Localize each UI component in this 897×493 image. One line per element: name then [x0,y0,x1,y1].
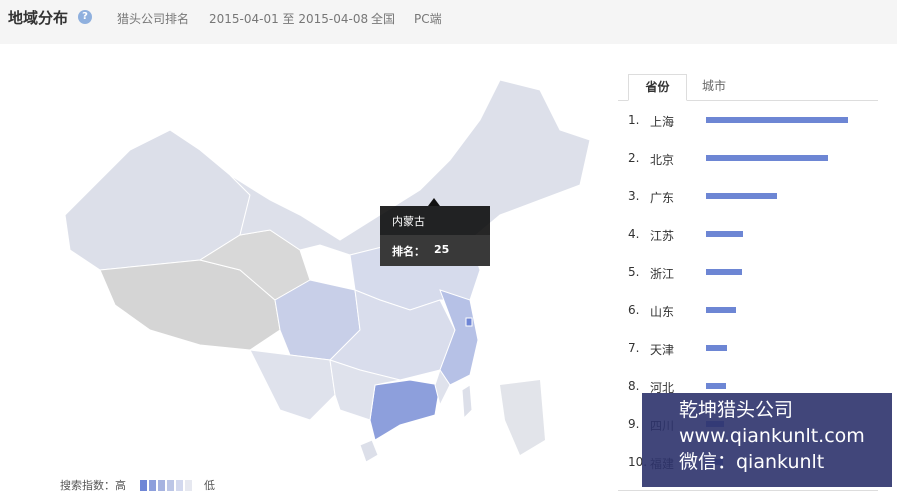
ranking-row[interactable]: 1. 上海 [628,113,888,129]
platform-selector[interactable]: PC端 [414,12,442,26]
province-name: 浙江 [650,267,675,281]
ranking-row[interactable]: 6. 山东 [628,303,888,319]
watermark-line2: www.qiankunlt.com [679,425,865,447]
rank-number: 4. [628,227,640,241]
ranking-row[interactable]: 5. 浙江 [628,265,888,281]
watermark: 乾坤猎头公司 www.qiankunlt.com 微信：qiankunlt [642,393,892,487]
watermark-line3: 微信：qiankunlt [679,451,825,473]
region-guangdong [369,379,441,441]
province-name: 广东 [650,191,675,205]
ranking-row[interactable]: 8. 河北 [628,379,888,395]
province-name: 北京 [650,153,675,167]
legend-swatch [158,479,165,491]
map-tooltip: 内蒙古 排名： 25 [380,198,490,266]
region-selector[interactable]: 全国 [371,12,396,26]
region-jiangsu-zhejiang [439,289,479,386]
province-name: 上海 [650,115,675,129]
region-taiwan [461,384,473,420]
region-guangxi-fujian [329,359,451,421]
ranking-row[interactable]: 4. 江苏 [628,227,888,243]
province-name: 江苏 [650,229,675,243]
ranking-row[interactable]: 3. 广东 [628,189,888,205]
legend-swatch [176,479,183,491]
divider [618,490,878,491]
rank-number: 8. [628,379,640,393]
ranking-bar [706,269,742,275]
legend-swatch [149,479,156,491]
rank-number: 3. [628,189,640,203]
tooltip-rank-value: 25 [434,243,450,256]
region-shanghai [465,317,473,327]
tab-city[interactable]: 城市 [702,79,727,93]
rank-number: 5. [628,265,640,279]
province-name: 天津 [650,343,675,357]
ranking-bar [706,345,727,351]
legend-low-label: 低 [204,479,215,492]
ranking-bar [706,117,848,123]
ranking-tabs: 省份 城市 [618,74,878,101]
tooltip-province: 内蒙古 [392,215,425,228]
legend-high-label: 搜索指数：高 [60,479,126,492]
region-yunnan [249,349,336,421]
map-legend: 搜索指数：高 低 [60,477,215,493]
rank-number: 1. [628,113,640,127]
date-range[interactable]: 2015-04-01 至 2015-04-08 [209,12,369,26]
legend-swatch [167,479,174,491]
rank-number: 9. [628,417,640,431]
legend-swatch [140,479,147,491]
province-name: 河北 [650,381,675,395]
legend-swatches [140,479,192,491]
tooltip-rank-label: 排名： [392,245,425,258]
watermark-line1: 乾坤猎头公司 [679,399,794,421]
tooltip-arrow [428,198,440,206]
tab-province[interactable]: 省份 [628,74,687,101]
legend-swatch [185,479,192,491]
tooltip-rank-row: 排名： 25 [380,235,490,266]
ranking-row[interactable]: 7. 天津 [628,341,888,357]
province-name: 山东 [650,305,675,319]
ranking-bar [706,155,828,161]
keyword: 猎头公司排名 [117,12,190,26]
china-map[interactable] [40,60,600,480]
ranking-bar [706,307,736,313]
region-hainan [359,439,379,463]
ranking-row[interactable]: 2. 北京 [628,151,888,167]
question-circle-icon[interactable]: ? [78,10,92,24]
header-bar: 地域分布 ? 猎头公司排名 2015-04-01 至 2015-04-08 全国… [0,0,897,44]
ranking-bar [706,383,726,389]
page-title: 地域分布 [8,9,69,27]
ranking-bar [706,231,743,237]
ranking-bar [706,193,777,199]
south-sea-inset [500,380,545,455]
rank-number: 2. [628,151,640,165]
rank-number: 6. [628,303,640,317]
rank-number: 7. [628,341,640,355]
